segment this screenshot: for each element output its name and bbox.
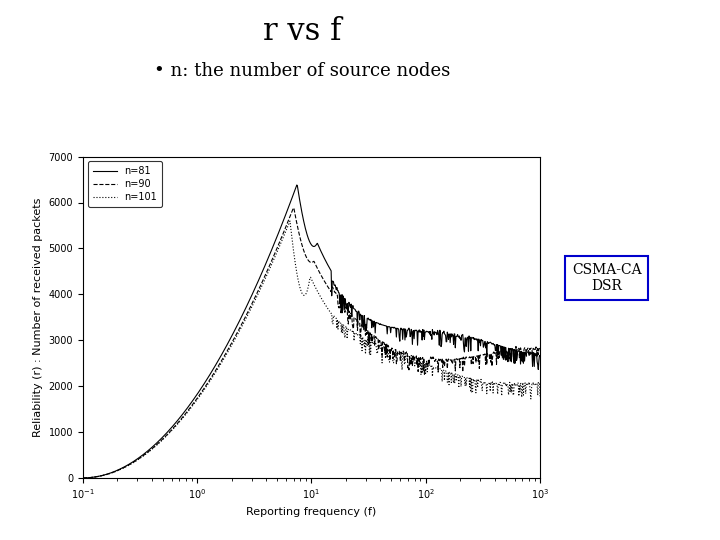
n=101 — [356, 333, 365, 339]
n=81 — [345, 299, 354, 306]
n=90 — [78, 475, 87, 481]
n=90 — [289, 205, 297, 211]
Y-axis label: Reliability (r) : Number of received packets: Reliability (r) : Number of received pac… — [33, 198, 43, 437]
n=90 — [426, 356, 434, 363]
X-axis label: Reporting frequency (f): Reporting frequency (f) — [246, 507, 377, 517]
n=81 — [473, 336, 482, 342]
Text: r vs f: r vs f — [264, 16, 341, 47]
Legend: n=81, n=90, n=101: n=81, n=90, n=101 — [88, 161, 162, 207]
n=81 — [107, 470, 115, 476]
Line: n=101: n=101 — [83, 221, 540, 478]
n=101 — [473, 377, 482, 383]
n=81 — [370, 320, 379, 326]
n=90 — [536, 345, 544, 352]
n=90 — [370, 342, 379, 348]
n=101 — [370, 341, 379, 347]
n=90 — [356, 328, 365, 335]
n=90 — [345, 308, 354, 314]
n=81 — [536, 353, 544, 359]
n=90 — [107, 470, 115, 476]
n=81 — [292, 182, 301, 188]
n=90 — [473, 353, 482, 359]
Text: CSMA-CA
DSR: CSMA-CA DSR — [572, 263, 642, 293]
n=101 — [286, 218, 294, 224]
n=101 — [345, 326, 354, 332]
Line: n=81: n=81 — [83, 185, 540, 478]
n=101 — [107, 470, 115, 476]
n=81 — [356, 312, 365, 319]
n=101 — [78, 475, 87, 481]
Text: • n: the number of source nodes: • n: the number of source nodes — [154, 62, 451, 80]
n=81 — [426, 328, 434, 335]
Line: n=90: n=90 — [83, 208, 540, 478]
n=101 — [426, 362, 434, 369]
n=81 — [78, 475, 87, 481]
n=101 — [536, 393, 544, 400]
